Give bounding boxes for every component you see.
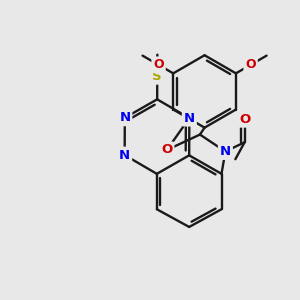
Text: N: N (119, 111, 130, 124)
Text: O: O (245, 58, 256, 71)
Text: S: S (152, 70, 162, 83)
Text: N: N (119, 148, 130, 162)
Text: N: N (220, 145, 231, 158)
Text: O: O (153, 58, 164, 71)
Text: O: O (239, 113, 250, 126)
Text: O: O (161, 143, 172, 157)
Text: N: N (184, 112, 195, 124)
